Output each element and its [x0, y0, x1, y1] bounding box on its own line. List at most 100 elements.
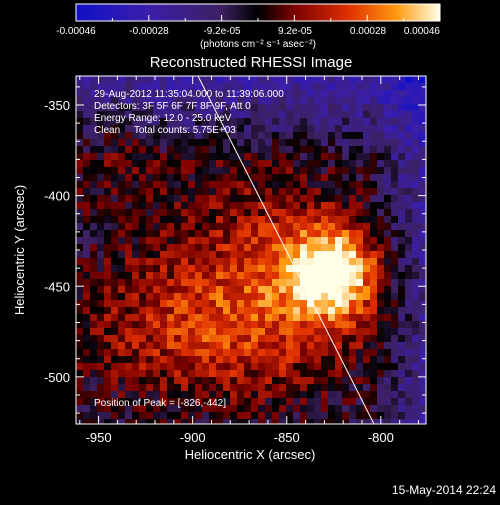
image-pixel [419, 230, 426, 238]
image-pixel [90, 272, 98, 280]
image-pixel [300, 342, 308, 350]
image-pixel [139, 97, 147, 105]
image-pixel [132, 363, 140, 371]
image-pixel [202, 321, 210, 329]
image-pixel [230, 160, 238, 168]
image-pixel [307, 244, 315, 252]
image-pixel [104, 363, 112, 371]
image-pixel [279, 384, 287, 392]
image-pixel [139, 272, 147, 280]
image-pixel [132, 377, 140, 385]
image-pixel [195, 244, 203, 252]
image-pixel [104, 251, 112, 259]
image-pixel [230, 167, 238, 175]
image-pixel [111, 139, 119, 147]
image-pixel [139, 377, 147, 385]
image-pixel [391, 300, 399, 308]
image-pixel [104, 300, 112, 308]
image-pixel [321, 104, 329, 112]
image-pixel [342, 286, 350, 294]
image-pixel [286, 244, 294, 252]
image-pixel [328, 125, 336, 133]
image-pixel [405, 272, 413, 280]
image-pixel [90, 377, 98, 385]
image-pixel [132, 146, 140, 154]
image-pixel [328, 314, 336, 322]
info-line-energy: Energy Range: 12.0 - 25.0 keV [94, 113, 232, 124]
image-pixel [363, 244, 371, 252]
image-pixel [307, 335, 315, 343]
image-pixel [363, 377, 371, 385]
image-pixel [391, 321, 399, 329]
image-pixel [293, 251, 301, 259]
image-pixel [377, 111, 385, 119]
image-pixel [286, 160, 294, 168]
image-pixel [307, 314, 315, 322]
image-pixel [90, 104, 98, 112]
image-pixel [118, 125, 126, 133]
image-pixel [391, 111, 399, 119]
image-pixel [363, 349, 371, 357]
image-pixel [202, 398, 210, 406]
image-pixel [195, 83, 203, 91]
image-pixel [202, 265, 210, 273]
image-pixel [300, 349, 308, 357]
image-pixel [335, 216, 343, 224]
image-pixel [286, 419, 294, 424]
image-pixel [377, 223, 385, 231]
image-pixel [286, 272, 294, 280]
image-pixel [160, 188, 168, 196]
image-pixel [363, 216, 371, 224]
image-pixel [244, 405, 252, 413]
image-pixel [104, 174, 112, 182]
image-pixel [202, 223, 210, 231]
image-pixel [188, 405, 196, 413]
image-pixel [83, 398, 91, 406]
image-pixel [265, 104, 273, 112]
image-pixel [398, 293, 406, 301]
image-pixel [97, 405, 105, 413]
image-pixel [335, 202, 343, 210]
image-pixel [335, 76, 343, 84]
image-pixel [412, 202, 420, 210]
image-pixel [76, 118, 84, 126]
image-pixel [286, 405, 294, 413]
image-pixel [111, 153, 119, 161]
image-pixel [146, 223, 154, 231]
image-pixel [181, 181, 189, 189]
image-pixel [76, 300, 84, 308]
image-pixel [405, 377, 413, 385]
image-pixel [97, 356, 105, 364]
image-pixel [419, 104, 426, 112]
image-pixel [356, 97, 364, 105]
image-pixel [146, 111, 154, 119]
image-pixel [104, 237, 112, 245]
image-pixel [251, 188, 259, 196]
image-pixel [342, 97, 350, 105]
image-pixel [349, 328, 357, 336]
image-pixel [412, 230, 420, 238]
image-pixel [419, 405, 426, 413]
image-pixel [293, 335, 301, 343]
image-pixel [265, 279, 273, 287]
image-pixel [412, 412, 420, 420]
image-pixel [314, 251, 322, 259]
image-pixel [139, 363, 147, 371]
image-pixel [293, 293, 301, 301]
image-pixel [195, 237, 203, 245]
image-pixel [76, 251, 84, 259]
image-pixel [321, 139, 329, 147]
image-pixel [419, 139, 426, 147]
image-pixel [104, 153, 112, 161]
image-pixel [258, 153, 266, 161]
image-pixel [188, 188, 196, 196]
image-pixel [363, 307, 371, 315]
image-pixel [202, 342, 210, 350]
image-pixel [230, 300, 238, 308]
image-pixel [265, 132, 273, 140]
image-pixel [237, 342, 245, 350]
image-pixel [342, 209, 350, 217]
image-pixel [209, 370, 217, 378]
x-tick-label: -950 [86, 430, 112, 445]
image-pixel [293, 195, 301, 203]
